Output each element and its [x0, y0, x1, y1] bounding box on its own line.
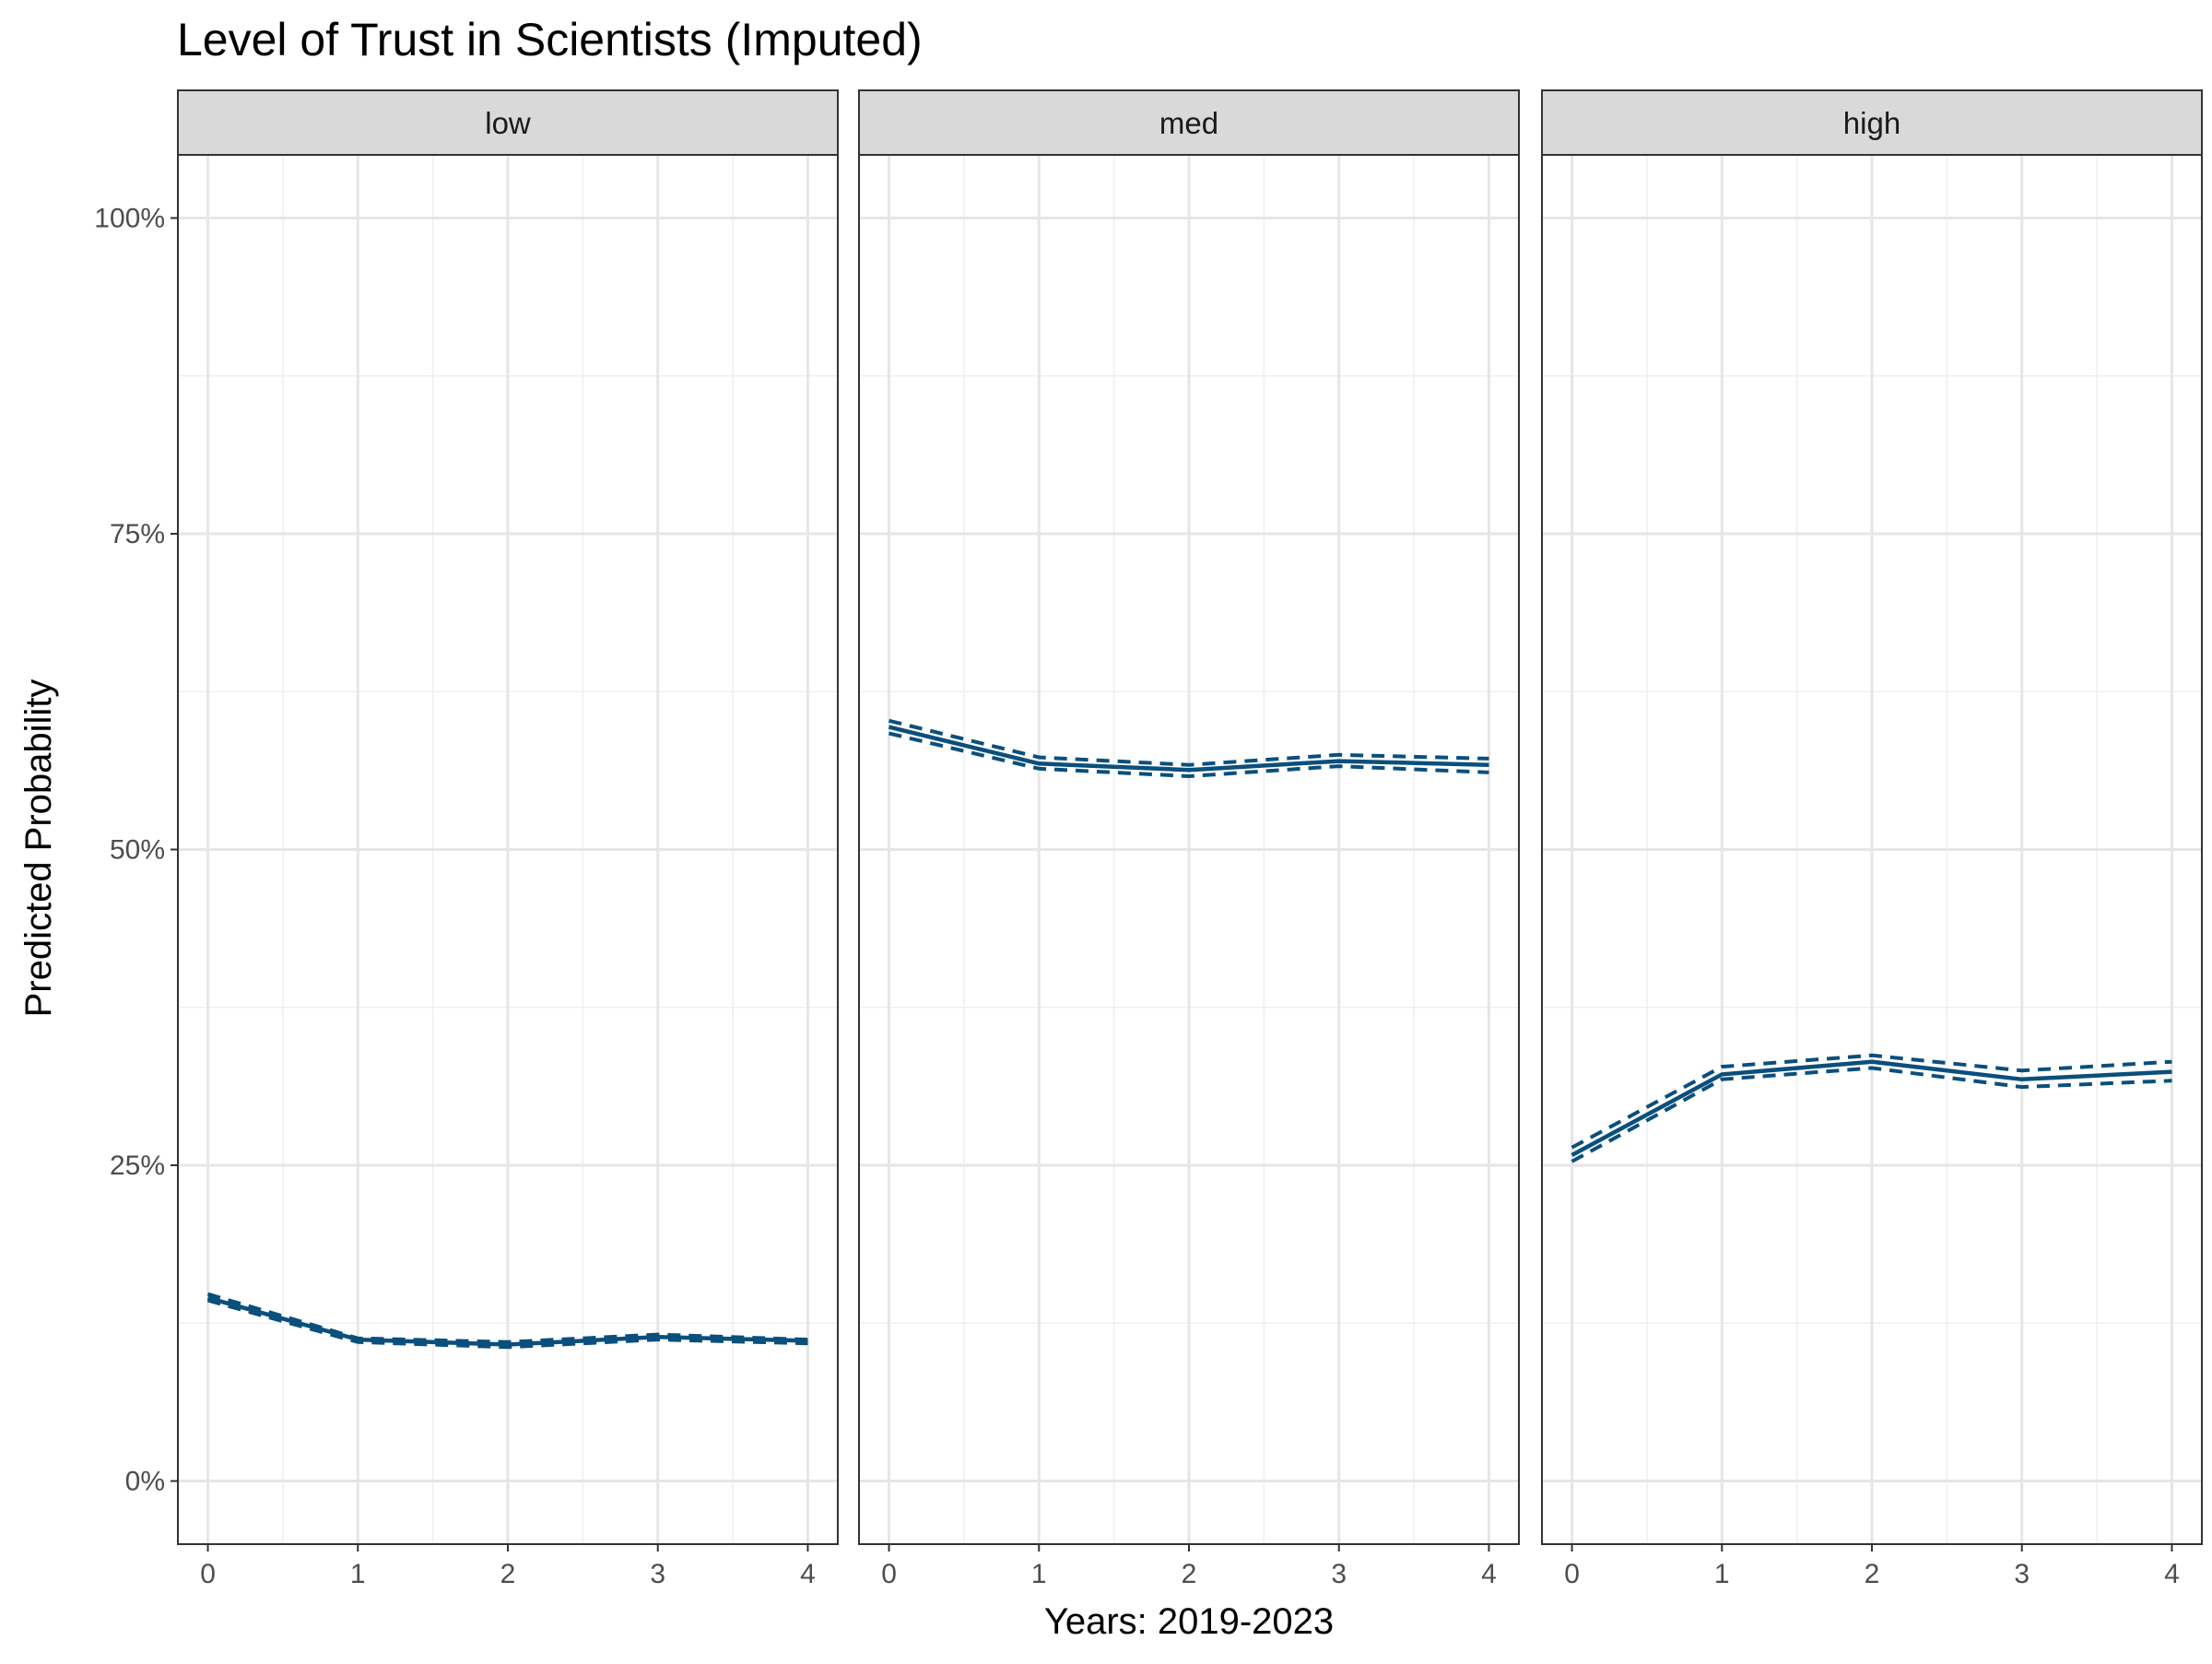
chart-title: Level of Trust in Scientists (Imputed) — [177, 14, 923, 65]
y-axis-title: Predicted Probability — [18, 679, 59, 1018]
facet-strip-label: med — [1159, 106, 1218, 140]
y-tick-label: 50% — [110, 835, 165, 866]
facet-strip-label: high — [1843, 106, 1900, 140]
y-tick-label: 0% — [125, 1467, 165, 1497]
estimate-line — [888, 725, 1489, 773]
lower-bound-line — [206, 1298, 808, 1350]
lower-bound-line — [1571, 1066, 2172, 1163]
upper-bound-line — [206, 1292, 808, 1344]
facet-strip — [1541, 89, 2203, 156]
estimate-line — [206, 1295, 808, 1347]
x-tick-label: 1 — [1714, 1559, 1730, 1589]
x-tick-label: 3 — [2014, 1559, 2030, 1589]
facet-strip-label: low — [485, 106, 531, 140]
x-tick-label: 3 — [650, 1559, 665, 1589]
facet-strip — [858, 89, 1520, 156]
x-tick-label: 4 — [2164, 1559, 2180, 1589]
x-tick-label: 0 — [1564, 1559, 1580, 1589]
facet-panels: 0% 25% 50% 75% 100% low 0 1 2 3 4 med 0 1 2 3 4 high 0 1 2 3 4 — [94, 89, 2203, 1589]
lower-bound-line — [888, 731, 1489, 779]
x-tick-label: 0 — [200, 1559, 216, 1589]
x-tick-label: 4 — [1481, 1559, 1497, 1589]
y-tick-label: 25% — [110, 1151, 165, 1181]
facet-strip — [177, 89, 839, 156]
x-tick-label: 2 — [1182, 1559, 1197, 1589]
x-tick-label: 2 — [500, 1559, 516, 1589]
y-tick-label: 100% — [94, 204, 165, 234]
x-tick-label: 4 — [800, 1559, 816, 1589]
x-tick-label: 0 — [881, 1559, 897, 1589]
x-axis-title: Years: 2019-2023 — [1044, 1601, 1334, 1642]
upper-bound-line — [1571, 1053, 2172, 1150]
x-tick-label: 2 — [1865, 1559, 1880, 1589]
y-tick-label: 75% — [110, 519, 165, 549]
upper-bound-line — [888, 718, 1489, 767]
x-tick-label: 1 — [350, 1559, 366, 1589]
estimate-line — [1571, 1059, 2172, 1157]
x-tick-label: 1 — [1031, 1559, 1047, 1589]
x-tick-label: 3 — [1331, 1559, 1347, 1589]
